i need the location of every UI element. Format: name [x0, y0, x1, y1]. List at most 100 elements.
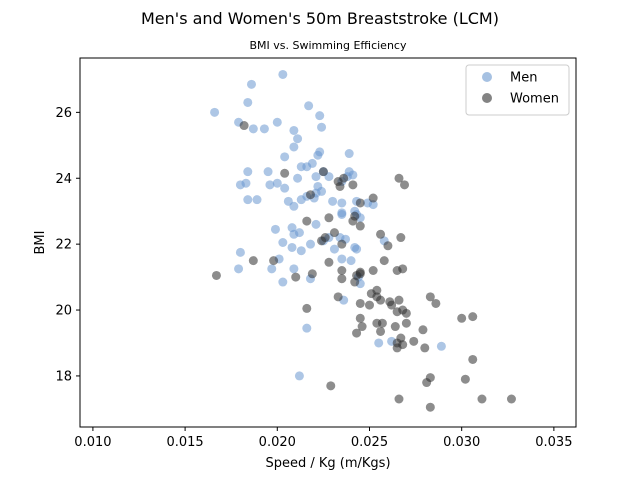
data-point-women: [291, 272, 301, 282]
data-point-women: [307, 269, 317, 279]
data-point-men: [243, 97, 253, 107]
data-point-men: [243, 195, 253, 205]
data-point-women: [376, 229, 386, 239]
data-point-women: [333, 292, 343, 302]
data-point-women: [376, 326, 386, 336]
data-point-men: [267, 264, 277, 274]
plot-points: [210, 69, 516, 412]
data-point-men: [259, 124, 269, 134]
data-point-women: [460, 374, 470, 384]
data-point-women: [355, 313, 365, 323]
data-point-women: [337, 274, 347, 284]
data-point-women: [318, 167, 328, 177]
data-point-women: [377, 318, 387, 328]
data-point-men: [280, 152, 290, 162]
y-tick-label: 18: [55, 369, 72, 384]
y-tick-label: 24: [55, 172, 72, 187]
data-point-men: [305, 239, 315, 249]
data-point-men: [304, 101, 314, 111]
data-point-women: [302, 303, 312, 313]
data-point-women: [324, 213, 334, 223]
data-point-women: [355, 221, 365, 231]
data-point-women: [329, 228, 339, 238]
data-point-women: [211, 270, 221, 280]
data-point-men: [246, 79, 256, 89]
data-point-women: [394, 173, 404, 183]
x-axis-label: Speed / Kg (m/Kgs): [265, 456, 390, 471]
y-tick-label: 26: [55, 106, 72, 121]
data-point-women: [339, 173, 349, 183]
data-point-men: [368, 200, 378, 210]
data-point-women: [468, 312, 478, 322]
data-point-women: [350, 211, 360, 221]
x-tick-label: 0.035: [535, 435, 572, 450]
data-point-women: [425, 402, 435, 412]
data-point-men: [374, 338, 384, 348]
data-point-men: [248, 124, 258, 134]
data-point-men: [272, 178, 282, 188]
data-point-men: [265, 180, 275, 190]
data-point-men: [296, 246, 306, 256]
data-point-men: [337, 198, 347, 208]
data-point-women: [425, 292, 435, 302]
data-point-women: [431, 298, 441, 308]
data-point-women: [418, 325, 428, 335]
data-point-women: [398, 264, 408, 274]
data-point-men: [293, 134, 303, 144]
data-point-women: [352, 328, 362, 338]
data-point-women: [269, 256, 279, 266]
data-point-women: [305, 190, 315, 200]
data-point-men: [289, 264, 299, 274]
data-point-men: [289, 125, 299, 135]
data-point-men: [270, 224, 280, 234]
data-point-women: [477, 394, 487, 404]
data-point-women: [357, 322, 367, 332]
x-tick-label: 0.010: [74, 435, 111, 450]
y-tick-label: 22: [55, 238, 72, 253]
data-point-women: [396, 333, 406, 343]
data-point-men: [289, 229, 299, 239]
legend-marker-women: [482, 93, 492, 103]
data-point-men: [346, 256, 356, 266]
data-point-men: [263, 167, 273, 177]
data-point-women: [239, 121, 249, 131]
data-point-men: [280, 183, 290, 193]
legend: Men Women: [465, 64, 570, 116]
data-point-women: [457, 313, 467, 323]
data-point-women: [348, 180, 358, 190]
data-point-women: [420, 343, 430, 353]
data-point-men: [328, 196, 338, 206]
data-point-women: [425, 373, 435, 383]
data-point-men: [252, 195, 262, 205]
data-point-men: [337, 254, 347, 264]
data-point-men: [210, 107, 220, 117]
data-point-women: [376, 295, 386, 305]
data-point-women: [392, 343, 402, 353]
data-point-men: [317, 186, 327, 196]
data-point-women: [409, 336, 419, 346]
data-point-men: [278, 277, 288, 287]
y-axis-ticks: 18 20 22 24 26: [55, 106, 80, 384]
data-point-women: [280, 168, 290, 178]
x-tick-label: 0.025: [351, 435, 388, 450]
data-point-women: [335, 181, 345, 191]
legend-label-men: Men: [510, 71, 537, 86]
data-point-women: [355, 198, 365, 208]
data-point-men: [302, 323, 312, 333]
data-point-men: [278, 69, 288, 79]
data-point-women: [350, 277, 360, 287]
data-point-men: [235, 247, 245, 257]
data-point-women: [372, 285, 382, 295]
chart-title: Men's and Women's 50m Breaststroke (LCM): [141, 9, 499, 28]
data-point-women: [394, 295, 404, 305]
y-axis-label: BMI: [33, 231, 48, 255]
data-point-men: [329, 244, 339, 254]
data-point-women: [364, 300, 374, 310]
data-point-women: [355, 298, 365, 308]
x-axis-ticks: 0.010 0.015 0.020 0.025 0.030 0.035: [74, 427, 572, 450]
data-point-women: [392, 307, 402, 317]
data-point-men: [294, 371, 304, 381]
data-point-men: [296, 195, 306, 205]
data-point-women: [326, 381, 336, 391]
data-point-men: [289, 201, 299, 211]
